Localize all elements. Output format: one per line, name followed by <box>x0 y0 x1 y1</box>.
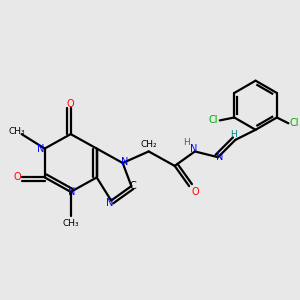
Text: O: O <box>14 172 21 182</box>
Text: N: N <box>37 144 44 154</box>
Text: H: H <box>183 138 190 147</box>
Text: H: H <box>230 130 237 139</box>
Text: N: N <box>68 187 76 197</box>
Text: N: N <box>190 144 197 154</box>
Text: CH₂: CH₂ <box>140 140 157 149</box>
Text: CH₃: CH₃ <box>62 219 79 228</box>
Text: Cl: Cl <box>209 116 218 125</box>
Text: CH₃: CH₃ <box>8 127 25 136</box>
Text: N: N <box>216 152 223 162</box>
Text: Cl: Cl <box>290 118 299 128</box>
Text: O: O <box>191 187 199 197</box>
Text: N: N <box>106 198 113 208</box>
Text: O: O <box>67 99 74 109</box>
Text: N: N <box>121 157 129 166</box>
Text: C: C <box>129 181 136 191</box>
